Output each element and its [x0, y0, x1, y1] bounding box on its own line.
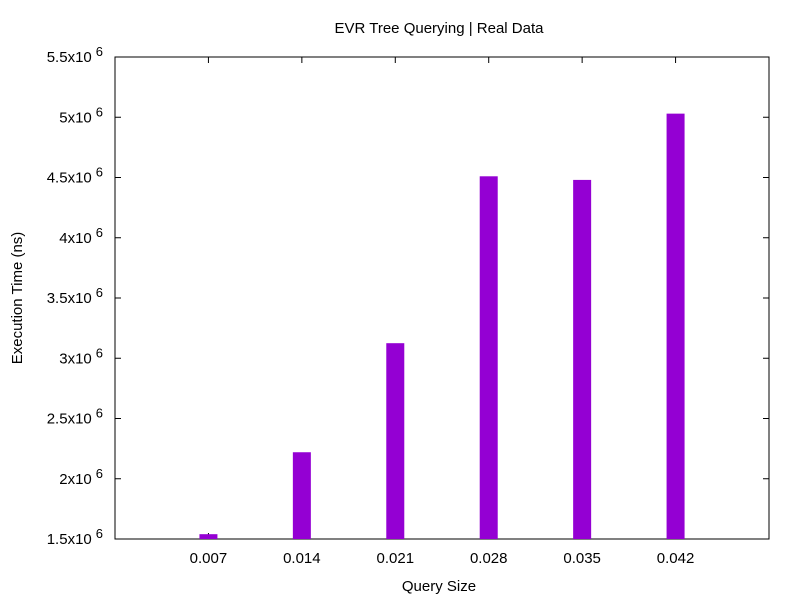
- x-axis-label: Query Size: [402, 578, 476, 595]
- bar: [573, 179, 592, 539]
- bar: [666, 113, 685, 539]
- x-tick-label: 0.021: [377, 550, 415, 567]
- x-tick-label: 0.014: [283, 550, 321, 567]
- x-tick-label: 0.035: [563, 550, 601, 567]
- y-axis: 1.5x10 6 2x10 6 2.5x10 6 3x10 6 3.5x10 6 4x10 6 4.5x…: [47, 44, 769, 548]
- bar: [292, 452, 311, 539]
- bar: [479, 176, 498, 540]
- y-tick-label: 3.5x10 6: [47, 285, 103, 307]
- y-tick-label: 2x10 6: [59, 466, 103, 488]
- bar: [386, 343, 405, 539]
- y-tick-label: 3x10 6: [59, 345, 103, 367]
- chart-title: EVR Tree Querying | Real Data: [335, 20, 545, 37]
- y-tick-label: 4x10 6: [59, 225, 103, 247]
- bar-series: [199, 113, 685, 540]
- y-tick-label: 2.5x10 6: [47, 406, 103, 428]
- y-tick-label: 4.5x10 6: [47, 165, 103, 187]
- y-axis-label: Execution Time (ns): [9, 232, 26, 365]
- x-tick-label: 0.028: [470, 550, 508, 567]
- x-tick-label: 0.007: [190, 550, 228, 567]
- x-axis: 0.007 0.014 0.021 0.028 0.035 0.042: [190, 57, 695, 567]
- x-tick-label: 0.042: [657, 550, 695, 567]
- y-tick-label: 5.5x10 6: [47, 44, 103, 66]
- y-tick-label: 5x10 6: [59, 104, 103, 126]
- bar: [199, 534, 218, 539]
- y-tick-label: 1.5x10 6: [47, 526, 103, 548]
